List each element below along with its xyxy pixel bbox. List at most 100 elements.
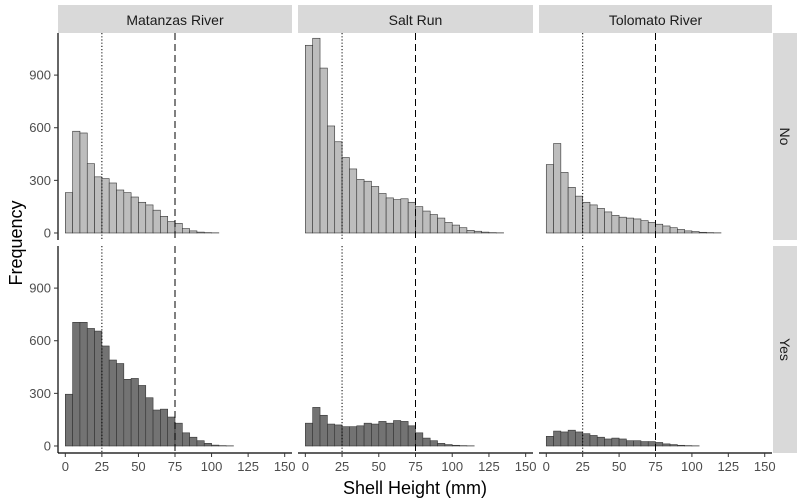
bar-salt-run-no-bin-115 — [473, 230, 482, 234]
bar-tolomato-river-yes-bin-60 — [633, 440, 642, 447]
bar-tolomato-river-yes-bin-35 — [596, 436, 605, 447]
bar-matanzas-river-no-bin-5 — [72, 130, 81, 234]
bar-matanzas-river-yes-bin-0 — [65, 393, 73, 447]
y-tick-label-300: 300 — [29, 386, 51, 401]
bar-tolomato-river-no-bin-0 — [545, 164, 554, 234]
bar-matanzas-river-yes-bin-30 — [108, 359, 117, 447]
bar-tolomato-river-no-bin-100 — [691, 231, 700, 234]
bar-salt-run-no-bin-100 — [451, 224, 460, 234]
bar-salt-run-no-bin-40 — [363, 180, 372, 234]
strip-matanzas-river — [58, 5, 292, 33]
bar-salt-run-no-bin-80 — [422, 210, 431, 234]
y-tick-label-0: 0 — [44, 225, 51, 240]
panel-matanzas-river-yes — [65, 246, 234, 453]
bar-tolomato-river-yes-bin-15 — [567, 429, 576, 447]
bar-tolomato-river-no-bin-65 — [640, 220, 649, 234]
bar-tolomato-river-no-bin-50 — [618, 216, 627, 234]
strip-tolomato-river — [539, 5, 772, 33]
panel-tolomato-river-yes — [545, 246, 700, 453]
bar-salt-run-no-bin-10 — [319, 67, 328, 234]
x-axis-title: Shell Height (mm) — [343, 478, 487, 498]
x-tick-label-125: 125 — [478, 459, 500, 474]
bar-matanzas-river-no-bin-15 — [86, 163, 95, 234]
bar-tolomato-river-yes-bin-75 — [655, 442, 664, 447]
x-tick-label-50: 50 — [131, 459, 145, 474]
bar-salt-run-yes-bin-5 — [312, 407, 321, 447]
strip-label-matanzas-river: Matanzas River — [126, 12, 224, 28]
bar-matanzas-river-yes-bin-15 — [86, 328, 95, 447]
panel-matanzas-river-no — [65, 33, 220, 240]
bar-salt-run-yes-bin-10 — [319, 414, 328, 447]
strip-no — [773, 33, 797, 240]
bar-tolomato-river-yes-bin-70 — [647, 441, 656, 447]
bar-matanzas-river-yes-bin-65 — [160, 408, 168, 447]
x-tick-label-75: 75 — [168, 459, 182, 474]
bar-salt-run-yes-bin-85 — [429, 440, 438, 447]
x-tick-label-150: 150 — [515, 459, 537, 474]
bar-tolomato-river-no-bin-75 — [655, 223, 664, 234]
bar-salt-run-yes-bin-50 — [378, 421, 387, 447]
bar-matanzas-river-yes-bin-10 — [79, 322, 88, 447]
bar-salt-run-no-bin-35 — [356, 179, 365, 234]
bar-salt-run-yes-bin-30 — [349, 426, 358, 447]
bar-tolomato-river-yes-bin-40 — [604, 438, 613, 447]
x-tick-label-100: 100 — [681, 459, 703, 474]
x-tick-label-150: 150 — [274, 459, 296, 474]
bar-matanzas-river-yes-bin-75 — [174, 422, 183, 447]
x-tick-label-125: 125 — [717, 459, 739, 474]
y-axis-title: Frequency — [6, 200, 26, 285]
x-tick-label-100: 100 — [201, 459, 223, 474]
bar-tolomato-river-no-bin-25 — [582, 201, 591, 234]
bar-matanzas-river-yes-bin-50 — [138, 385, 147, 447]
bar-tolomato-river-no-bin-105 — [698, 231, 707, 234]
bar-salt-run-yes-bin-95 — [444, 444, 453, 447]
bar-salt-run-yes-bin-40 — [363, 422, 372, 447]
bar-matanzas-river-yes-bin-5 — [72, 322, 81, 447]
x-tick-label-150: 150 — [754, 459, 776, 474]
x-tick-label-0: 0 — [302, 459, 309, 474]
bar-salt-run-yes-bin-20 — [334, 424, 343, 447]
bar-salt-run-no-bin-85 — [429, 214, 438, 234]
bar-matanzas-river-no-bin-35 — [116, 189, 125, 234]
y-tick-label-900: 900 — [29, 281, 51, 296]
bar-salt-run-yes-bin-45 — [371, 423, 380, 447]
bar-salt-run-no-bin-75 — [415, 206, 424, 234]
bar-salt-run-yes-bin-100 — [451, 444, 460, 447]
bar-tolomato-river-yes-bin-25 — [582, 433, 591, 447]
bar-tolomato-river-no-bin-35 — [596, 208, 605, 234]
bar-matanzas-river-yes-bin-20 — [94, 330, 103, 447]
bar-salt-run-no-bin-90 — [437, 217, 446, 234]
y-tick-label-300: 300 — [29, 173, 51, 188]
bar-salt-run-no-bin-30 — [349, 168, 358, 234]
x-tick-label-75: 75 — [648, 459, 662, 474]
bar-tolomato-river-yes-bin-30 — [589, 435, 598, 447]
bar-salt-run-no-bin-0 — [305, 44, 313, 234]
y-tick-label-0: 0 — [44, 438, 51, 453]
bar-salt-run-no-bin-120 — [481, 231, 490, 234]
bar-tolomato-river-no-bin-40 — [604, 211, 613, 234]
bar-matanzas-river-no-bin-55 — [145, 204, 154, 234]
bar-matanzas-river-no-bin-80 — [182, 228, 190, 234]
bar-matanzas-river-yes-bin-90 — [196, 440, 205, 447]
bar-salt-run-no-bin-105 — [459, 227, 468, 234]
bar-tolomato-river-no-bin-95 — [684, 230, 693, 234]
bar-matanzas-river-no-bin-0 — [65, 192, 73, 234]
bar-salt-run-no-bin-5 — [312, 37, 321, 234]
bar-tolomato-river-yes-bin-80 — [662, 443, 671, 447]
bar-tolomato-river-no-bin-20 — [575, 195, 583, 234]
bar-tolomato-river-no-bin-85 — [669, 227, 678, 234]
bar-tolomato-river-yes-bin-5 — [553, 430, 562, 447]
bar-tolomato-river-yes-bin-65 — [640, 441, 649, 447]
bar-salt-run-yes-bin-35 — [356, 425, 365, 447]
bar-salt-run-yes-bin-0 — [305, 422, 313, 447]
x-tick-label-100: 100 — [441, 459, 463, 474]
bar-tolomato-river-no-bin-45 — [611, 215, 620, 234]
x-tick-label-25: 25 — [575, 459, 589, 474]
bar-tolomato-river-no-bin-30 — [589, 204, 598, 234]
bar-matanzas-river-no-bin-85 — [189, 230, 198, 234]
bar-tolomato-river-yes-bin-55 — [626, 440, 634, 447]
bar-matanzas-river-no-bin-30 — [108, 182, 117, 234]
bar-salt-run-no-bin-50 — [378, 193, 387, 234]
bar-salt-run-yes-bin-55 — [385, 422, 394, 447]
